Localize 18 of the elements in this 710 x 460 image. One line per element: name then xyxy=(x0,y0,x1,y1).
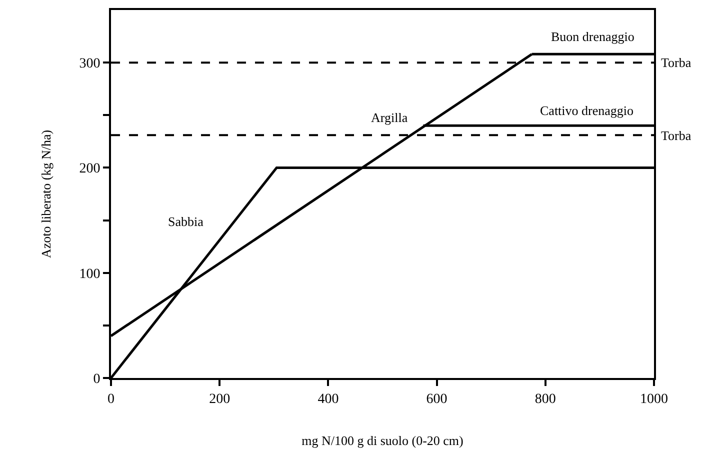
y-axis-title: Azoto liberato (kg N/ha) xyxy=(38,130,54,258)
y-tick-label: 100 xyxy=(79,266,100,282)
ref-line-label: Torba xyxy=(661,55,692,70)
x-tick-label: 200 xyxy=(209,392,230,407)
x-tick-label: 400 xyxy=(318,392,339,407)
y-tick-label: 0 xyxy=(93,372,100,387)
y-tick-label: 200 xyxy=(79,162,100,177)
series-label: Cattivo drenaggio xyxy=(540,103,634,118)
x-tick-label: 800 xyxy=(534,392,556,407)
y-tick-label: 300 xyxy=(79,56,100,72)
x-axis-title: mg N/100 g di suolo (0-20 cm) xyxy=(302,432,464,448)
series-label: Argilla xyxy=(371,110,408,125)
x-tick-label: 600 xyxy=(426,392,448,407)
ref-line-label: Torba xyxy=(661,128,692,143)
series-label: Buon drenaggio xyxy=(551,29,634,44)
series-label: Sabbia xyxy=(168,214,204,229)
x-tick-label: 1000 xyxy=(640,392,668,407)
x-tick-label: 0 xyxy=(108,392,114,407)
